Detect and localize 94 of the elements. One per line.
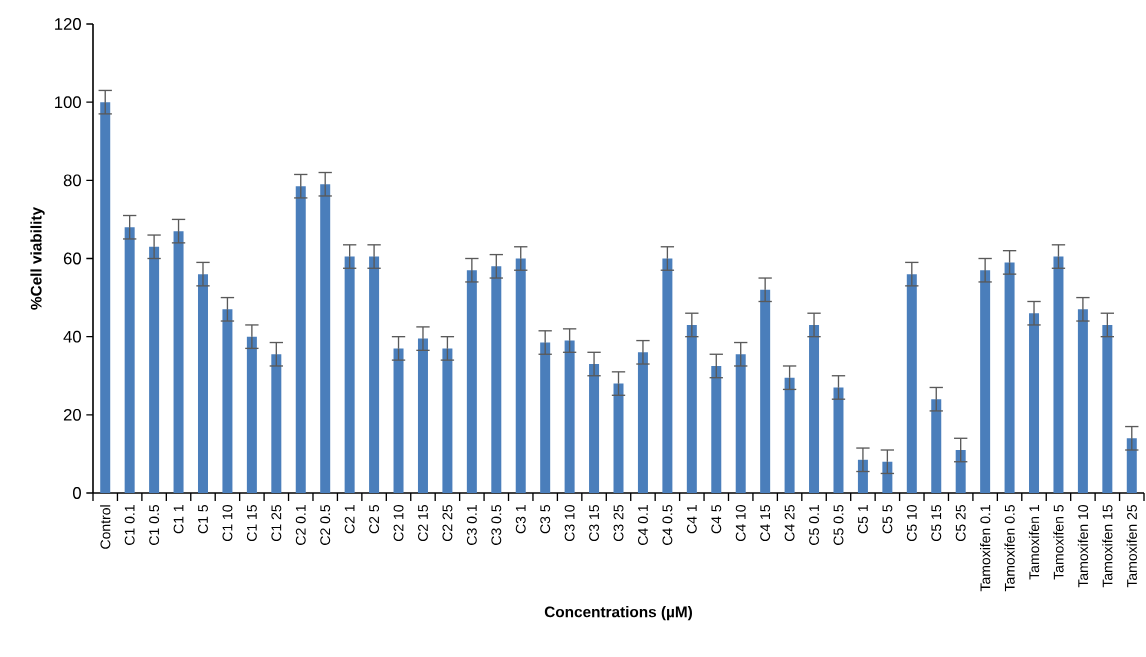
x-tick-label: C2 1 xyxy=(344,505,355,534)
y-axis-title: %Cell viability xyxy=(30,207,45,310)
y-tick-label: 80 xyxy=(63,174,81,187)
bar xyxy=(564,340,575,493)
x-tick-label: C4 10 xyxy=(735,504,746,542)
x-tick-label: C1 5 xyxy=(198,504,208,534)
x-tick-label: Tamoxifen 10 xyxy=(1077,504,1089,588)
bar xyxy=(246,336,257,493)
bar xyxy=(833,387,844,493)
x-tick-label: C5 0.1 xyxy=(809,505,820,545)
x-tick-label: C2 25 xyxy=(442,504,453,542)
bar xyxy=(320,184,331,493)
bar xyxy=(784,377,795,493)
bar xyxy=(271,354,282,493)
x-tick-label: C4 5 xyxy=(711,504,722,534)
x-tick-label: Tamoxifen 15 xyxy=(1102,504,1113,588)
x-tick-label: C2 5 xyxy=(369,504,380,534)
x-tick-label: C5 1 xyxy=(857,505,868,534)
bar xyxy=(100,102,111,493)
x-tick-label: C1 10 xyxy=(222,504,233,542)
x-tick-label: C3 0.1 xyxy=(466,505,477,545)
x-tick-label: C4 0.1 xyxy=(638,505,648,545)
x-tick-label: C1 1 xyxy=(173,505,184,534)
bar xyxy=(735,354,746,493)
x-axis-title: Concentrations (µM) xyxy=(544,606,692,621)
bar xyxy=(149,246,160,493)
bar xyxy=(955,450,966,493)
bar xyxy=(466,270,477,493)
x-tick-label: C4 25 xyxy=(784,504,795,542)
bar xyxy=(662,258,673,493)
x-tick-label: C3 1 xyxy=(515,505,526,534)
bar xyxy=(637,352,648,493)
x-tick-label: C3 25 xyxy=(613,504,624,542)
bar xyxy=(686,324,697,493)
x-tick-label: C1 25 xyxy=(271,504,282,542)
bar xyxy=(1102,324,1113,493)
x-tick-label: C4 1 xyxy=(686,505,697,534)
bar xyxy=(442,348,453,493)
bar xyxy=(1126,438,1137,493)
y-tick-label: 100 xyxy=(55,96,81,109)
bar xyxy=(1077,309,1088,493)
x-tick-label: C4 0.5 xyxy=(662,504,673,545)
x-tick-label: Tamoxifen 0.5 xyxy=(1004,504,1015,592)
x-tick-label: C3 0.5 xyxy=(491,504,502,545)
bar xyxy=(491,266,502,493)
x-tick-label: C3 10 xyxy=(564,504,575,542)
bar xyxy=(222,309,233,493)
bar xyxy=(906,274,917,493)
bar xyxy=(711,365,722,493)
bar xyxy=(173,231,184,493)
bar xyxy=(882,461,893,493)
bar xyxy=(344,256,355,493)
bar xyxy=(1029,313,1040,493)
y-tick-label: 20 xyxy=(63,408,81,421)
bar xyxy=(369,256,380,493)
y-tick-label: 60 xyxy=(63,252,81,265)
bar xyxy=(417,338,428,493)
x-tick-label: Tamoxifen 1 xyxy=(1028,505,1040,580)
x-tick-label: C5 5 xyxy=(882,504,893,534)
x-tick-label: C1 0.1 xyxy=(124,505,135,545)
x-tick-label: Control xyxy=(100,505,111,549)
x-tick-label: C5 0.5 xyxy=(833,504,844,545)
bar xyxy=(931,399,942,493)
bar xyxy=(1004,262,1015,493)
bar xyxy=(809,324,820,493)
bar xyxy=(589,364,600,493)
x-tick-label: Tamoxifen 0.1 xyxy=(980,505,991,592)
x-tick-label: C2 0.1 xyxy=(295,505,306,545)
y-tick-label: 120 xyxy=(55,18,81,30)
bar xyxy=(124,227,135,493)
bar xyxy=(540,342,551,493)
x-tick-label: C3 15 xyxy=(589,504,600,542)
x-tick-label: C5 15 xyxy=(931,504,942,542)
y-tick-label: 0 xyxy=(73,487,81,499)
bar xyxy=(1053,256,1064,493)
bar xyxy=(980,270,991,493)
bar xyxy=(197,274,208,493)
x-tick-label: C2 10 xyxy=(393,504,404,542)
bar xyxy=(295,186,306,493)
x-tick-label: C1 0.5 xyxy=(149,504,160,545)
x-tick-label: Tamoxifen 25 xyxy=(1126,504,1137,588)
bar xyxy=(393,348,404,493)
x-tick-label: Tamoxifen 5 xyxy=(1053,504,1064,580)
x-tick-label: C5 10 xyxy=(906,504,917,542)
x-tick-label: C3 5 xyxy=(540,504,551,534)
x-tick-label: C4 15 xyxy=(760,504,771,542)
bar xyxy=(613,383,624,493)
x-tick-label: C5 25 xyxy=(955,504,966,542)
bar xyxy=(760,289,771,493)
x-tick-label: C1 15 xyxy=(246,504,257,542)
x-tick-label: C2 0.5 xyxy=(320,504,331,545)
x-tick-label: C2 15 xyxy=(418,504,428,542)
y-tick-label: 40 xyxy=(63,330,81,343)
bar xyxy=(515,258,526,493)
